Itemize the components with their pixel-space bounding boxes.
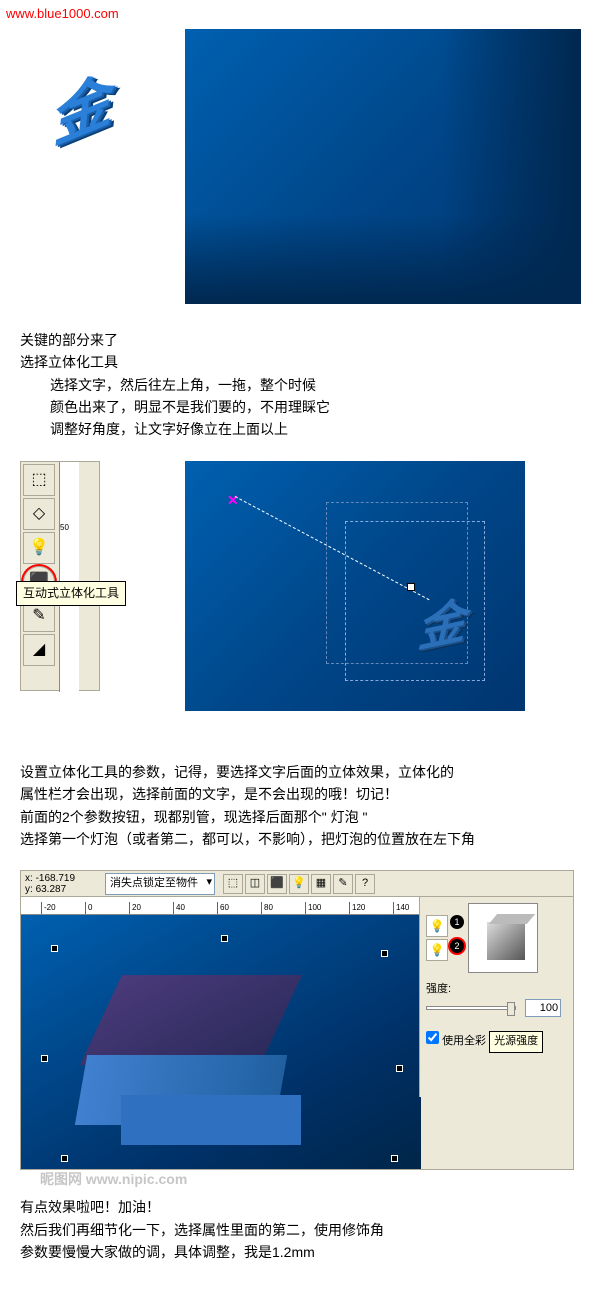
tb-icon-lighting[interactable]: 💡 [289, 874, 309, 894]
coordinates-display: x: -168.719 y: 63.287 [25, 873, 101, 895]
step1-left-line1: 关键的部分来了 [20, 329, 200, 351]
fullcolor-checkbox-row[interactable]: 使用全彩 光源强度 [426, 1027, 567, 1053]
light-num-1: 1 [450, 915, 464, 929]
step1-right-line1: 选择文字，然后往左上角，一拖，整个时候 [50, 374, 410, 396]
tb-icon-3[interactable]: ⬛ [267, 874, 287, 894]
topbar-icons: ⬚ ◫ ⬛ 💡 ▦ ✎ ? [223, 874, 375, 894]
fullcolor-checkbox[interactable] [426, 1031, 439, 1044]
extruded-object[interactable] [71, 965, 331, 1145]
step3-line3: 参数要慢慢大家做的调，具体调整，我是1.2mm [20, 1241, 574, 1263]
selection-handle[interactable] [221, 935, 228, 942]
vanishing-point-marker[interactable]: ✕ [227, 489, 239, 511]
ruler-tick: 120 [349, 902, 393, 914]
intensity-tooltip: 光源强度 [489, 1031, 543, 1053]
coord-x: -168.719 [36, 873, 75, 884]
step1-right: 选择文字，然后往左上角，一拖，整个时候 颜色出来了，明显不是我们要的，不用理睬它… [50, 374, 410, 441]
vertical-ruler: 50 100 [59, 462, 79, 692]
extrude-face-front [121, 1095, 301, 1145]
light-num-2-highlighted: 2 [450, 939, 464, 953]
step1-right-line2: 颜色出来了，明显不是我们要的，不用理睬它 [50, 396, 410, 418]
lighting-panel: 💡 1 💡 2 强度: 100 使用全彩 [419, 897, 573, 1097]
url-header: www.blue1000.com [0, 0, 594, 29]
step1-left: 关键的部分来了 选择立体化工具 [20, 329, 200, 374]
selection-handle[interactable] [61, 1155, 68, 1162]
ruler-tick: -20 [41, 902, 85, 914]
fullcolor-label: 使用全彩 [442, 1035, 486, 1047]
vanishing-point-dropdown[interactable]: 消失点锁定至物件 [105, 873, 215, 895]
intensity-slider[interactable] [426, 1006, 516, 1010]
property-bar: x: -168.719 y: 63.287 消失点锁定至物件 ⬚ ◫ ⬛ 💡 ▦… [21, 871, 573, 897]
text-block-2: 设置立体化工具的参数，记得，要选择文字后面的立体效果，立体化的 属性栏才会出现，… [0, 741, 594, 861]
control-marker[interactable] [407, 583, 415, 591]
selection-handle[interactable] [41, 1055, 48, 1062]
light-cube-preview[interactable] [468, 903, 538, 973]
section1: 金 [0, 29, 594, 319]
ruler-tick: 40 [173, 902, 217, 914]
step3-line1: 有点效果啦吧！加油！ [20, 1196, 574, 1218]
step1-right-line3: 调整好角度，让文字好像立在上面以上 [50, 418, 410, 440]
step2-line1: 设置立体化工具的参数，记得，要选择文字后面的立体效果，立体化的 [20, 761, 574, 783]
ruler-tick: 100 [305, 902, 349, 914]
selection-handle[interactable] [51, 945, 58, 952]
extrude-workspace[interactable]: ✕ 金 [185, 461, 525, 711]
slider-thumb[interactable] [507, 1002, 515, 1016]
light-bulb-1-button[interactable]: 💡 [426, 915, 448, 937]
tool-tooltip: 互动式立体化工具 [16, 581, 126, 606]
tool-btn-2[interactable]: ◇ [23, 498, 55, 530]
section2: ⬚ ◇ 💡 ⬛ ✎ ◢ 50 100 互动式立体化工具 ✕ 金 [0, 461, 594, 741]
toolbar-panel: ⬚ ◇ 💡 ⬛ ✎ ◢ 50 100 [20, 461, 100, 691]
tool-btn-6[interactable]: ◢ [23, 634, 55, 666]
light-bulb-2-button[interactable]: 💡 [426, 939, 448, 961]
text-block-1: 关键的部分来了 选择立体化工具 选择文字，然后往左上角，一拖，整个时候 颜色出来… [0, 319, 594, 451]
step2-line4: 选择第一个灯泡（或者第二，都可以，不影响），把灯泡的位置放在左下角 [20, 828, 574, 850]
tb-icon-2[interactable]: ◫ [245, 874, 265, 894]
tool-btn-1[interactable]: ⬚ [23, 464, 55, 496]
step1-left-line2: 选择立体化工具 [20, 351, 200, 373]
step2-line3: 前面的2个参数按钮，现都别管，现选择后面那个" 灯泡 " [20, 806, 574, 828]
tb-icon-6[interactable]: ✎ [333, 874, 353, 894]
char-3d-workspace[interactable]: 金 [417, 584, 465, 671]
watermark: 昵图网 www.nipic.com [40, 1168, 187, 1190]
step2-line2: 属性栏才会出现，选择前面的文字，是不会出现的哦！切记！ [20, 783, 574, 805]
ruler-tick: 80 [261, 902, 305, 914]
canvas-area[interactable] [21, 915, 421, 1170]
extrude-face-top [80, 975, 302, 1065]
tb-icon-1[interactable]: ⬚ [223, 874, 243, 894]
char-3d-large: 金 [43, 44, 140, 173]
ruler-tick: 20 [129, 902, 173, 914]
tb-icon-5[interactable]: ▦ [311, 874, 331, 894]
blue-room-bg [185, 29, 581, 304]
text-block-3: 有点效果啦吧！加油！ 然后我们再细节化一下，选择属性里面的第二，使用修饰角 参数… [0, 1180, 594, 1293]
selection-handle[interactable] [391, 1155, 398, 1162]
ruler-tick: 0 [85, 902, 129, 914]
selection-handle[interactable] [381, 950, 388, 957]
coreldraw-window: x: -168.719 y: 63.287 消失点锁定至物件 ⬚ ◫ ⬛ 💡 ▦… [20, 870, 574, 1170]
selection-handle[interactable] [396, 1065, 403, 1072]
intensity-label: 强度: [426, 981, 567, 999]
coord-y: 63.287 [36, 884, 67, 895]
ruler-tick: 60 [217, 902, 261, 914]
ruler-mark-50: 50 [60, 522, 79, 535]
intensity-input[interactable]: 100 [525, 999, 561, 1017]
section3: x: -168.719 y: 63.287 消失点锁定至物件 ⬚ ◫ ⬛ 💡 ▦… [20, 870, 574, 1170]
tb-icon-help[interactable]: ? [355, 874, 375, 894]
tool-btn-3[interactable]: 💡 [23, 532, 55, 564]
step3-line2: 然后我们再细节化一下，选择属性里面的第二，使用修饰角 [20, 1219, 574, 1241]
